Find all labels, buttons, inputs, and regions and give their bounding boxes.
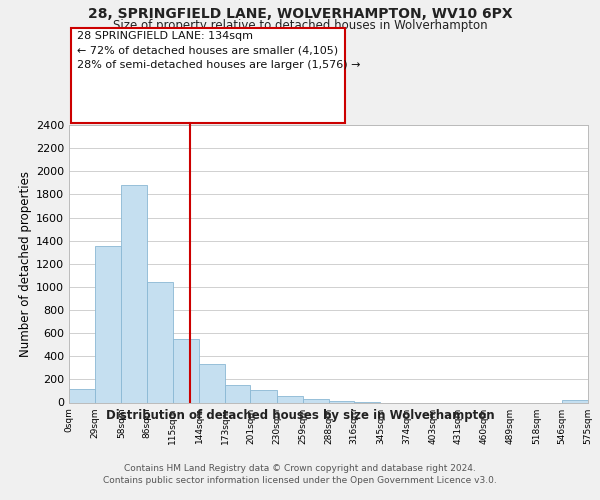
Bar	[95, 246, 121, 402]
Bar	[225, 385, 250, 402]
Bar	[121, 185, 146, 402]
Bar	[329, 401, 354, 402]
Bar	[562, 400, 588, 402]
Bar	[199, 364, 225, 403]
Text: 28, SPRINGFIELD LANE, WOLVERHAMPTON, WV10 6PX: 28, SPRINGFIELD LANE, WOLVERHAMPTON, WV1…	[88, 8, 512, 22]
Text: Distribution of detached houses by size in Wolverhampton: Distribution of detached houses by size …	[106, 409, 494, 422]
Text: Contains public sector information licensed under the Open Government Licence v3: Contains public sector information licen…	[103, 476, 497, 485]
Text: Size of property relative to detached houses in Wolverhampton: Size of property relative to detached ho…	[113, 18, 487, 32]
Bar	[303, 399, 329, 402]
Text: 28 SPRINGFIELD LANE: 134sqm
← 72% of detached houses are smaller (4,105)
28% of : 28 SPRINGFIELD LANE: 134sqm ← 72% of det…	[77, 31, 360, 70]
Bar	[277, 396, 303, 402]
Text: Contains HM Land Registry data © Crown copyright and database right 2024.: Contains HM Land Registry data © Crown c…	[124, 464, 476, 473]
Bar	[69, 388, 95, 402]
Bar	[146, 282, 173, 403]
Bar	[250, 390, 277, 402]
Y-axis label: Number of detached properties: Number of detached properties	[19, 171, 32, 357]
Bar	[173, 339, 199, 402]
